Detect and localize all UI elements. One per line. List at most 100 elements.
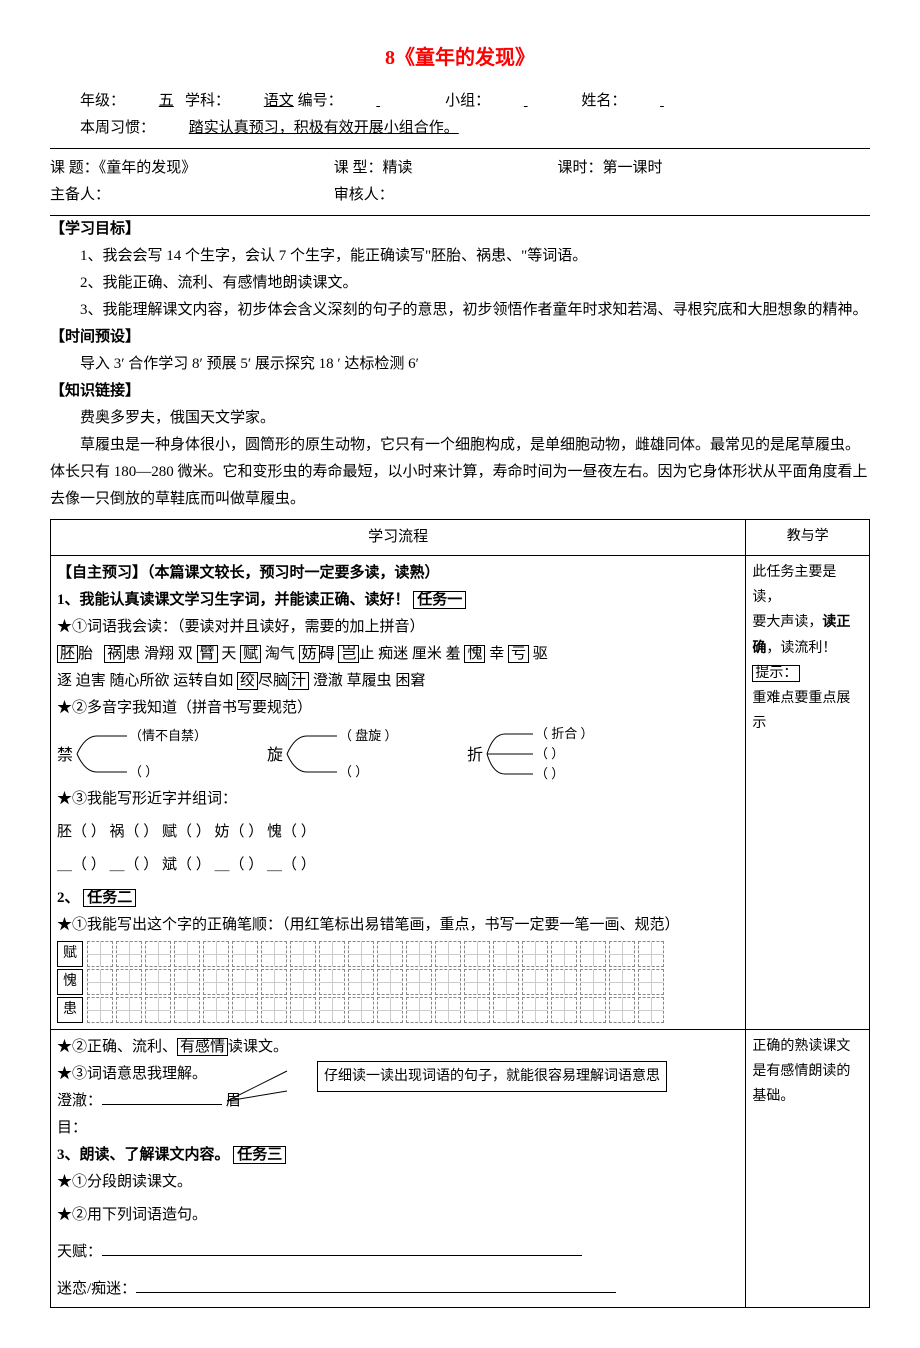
s2-3-a-label: 澄澈： <box>57 1093 102 1109</box>
type-label: 课 型： <box>334 160 383 176</box>
link-p1: 费奥多罗夫，俄国天文学家。 <box>50 405 870 432</box>
grid-cell <box>174 969 200 995</box>
box-fu: 赋 <box>240 645 261 663</box>
grid-cell <box>435 941 461 967</box>
w1c: 天 <box>218 646 237 662</box>
w1e: 碍 <box>320 646 339 662</box>
grid-cell <box>116 941 142 967</box>
task2-title: 2、 <box>57 890 80 906</box>
grid-cell <box>522 969 548 995</box>
s2-2-row: ★②正确、流利、有感情读课文。 <box>57 1034 739 1061</box>
svg-text:（ 折合 ）: （ 折合 ） <box>535 726 594 741</box>
writing-grid: 赋 愧 患 <box>57 941 739 1023</box>
box-qi: 岂 <box>338 645 359 663</box>
cell-note-1: 此任务主要是读， 要大声读，读正确，读流利！ 提示： 重难点要重点展示 <box>746 556 870 1030</box>
grid-cell <box>319 997 345 1023</box>
grid-cell <box>232 969 258 995</box>
period-value: 第一课时 <box>603 160 663 176</box>
xing-row-2: ＿（ ） ＿（ ） 斌（ ） ＿（ ） ＿（ ） <box>57 852 739 879</box>
task3-tag: 任务三 <box>233 1146 286 1164</box>
poly-xuan: 旋 （ 盘旋 ） （ ） <box>267 726 437 782</box>
grid-row-3: 患 <box>57 997 739 1023</box>
svg-text:（ 盘旋 ）: （ 盘旋 ） <box>339 728 398 743</box>
period-label: 课时： <box>558 160 603 176</box>
grid-cell <box>464 941 490 967</box>
grid-cell <box>493 969 519 995</box>
cell-preview-1: 【自主预习】（本篇课文较长，预习时一定要多读，读熟） 1、我能认真读课文学习生字… <box>51 556 746 1030</box>
link-heading: 【知识链接】 <box>50 378 870 405</box>
grid-cell <box>406 997 432 1023</box>
grid-cell <box>609 969 635 995</box>
box-kuib: 亏 <box>508 645 529 663</box>
grid-cell <box>580 941 606 967</box>
grid-cell <box>435 969 461 995</box>
doc-title: 8《童年的发现》 <box>50 40 870 76</box>
grid-cell <box>377 997 403 1023</box>
polyphone-row: 禁 （情不自禁） （ ） 旋 （ 盘旋 ） <box>57 726 739 782</box>
grid-cell <box>261 997 287 1023</box>
s3-1: ★①分段朗读课文。 <box>57 1169 739 1196</box>
grid-cell <box>609 941 635 967</box>
grid-cell <box>203 997 229 1023</box>
xing-row-1: 胚（ ） 祸（ ） 赋（ ） 妨（ ） 愧（ ） <box>57 819 739 846</box>
grid-cell <box>464 969 490 995</box>
fill-tianfu-row: 天赋： <box>57 1239 739 1266</box>
goal-3: 3、我能理解课文内容，初步体会含义深刻的句子的意思，初步领悟作者童年时求知若渴、… <box>50 297 870 324</box>
grid-cell <box>348 969 374 995</box>
grid-cell <box>522 941 548 967</box>
grid-cells-1 <box>87 941 667 967</box>
grid-cell <box>290 941 316 967</box>
w1b: 患 滑翔 双 <box>125 646 193 662</box>
grid-cell <box>377 969 403 995</box>
s3-2: ★②用下列词语造句。 <box>57 1202 739 1229</box>
grade-label: 年级： <box>80 93 125 109</box>
subject-label: 学科： <box>185 93 230 109</box>
task3-row: 3、朗读、了解课文内容。 任务三 <box>57 1142 739 1169</box>
poly-jin-char: 禁 <box>57 746 73 764</box>
grid-cell <box>145 941 171 967</box>
preview-heading: 【自主预习】（本篇课文较长，预习时一定要多读，读熟） <box>57 560 739 587</box>
cell-preview-2: ★②正确、流利、有感情读课文。 ★③词语意思我理解。 澄澈： 眉目： 仔细读一读… <box>51 1030 746 1308</box>
task2-tag: 任务二 <box>83 889 136 907</box>
grid-cell <box>406 941 432 967</box>
s1-3: ★③我能写形近字并组词： <box>57 786 739 813</box>
grid-cells-3 <box>87 997 667 1023</box>
grid-cell <box>261 941 287 967</box>
grid-cell <box>116 997 142 1023</box>
fill-milian <box>136 1277 616 1293</box>
grid-cell <box>290 997 316 1023</box>
box-pei: 胚 <box>57 645 78 663</box>
svg-text:旋: 旋 <box>267 746 283 764</box>
goal-1: 1、我会会写 14 个生字，会认 7 个生字，能正确读写"胚胎、祸患、"等词语。 <box>50 243 870 270</box>
topic-label: 课 题： <box>50 160 99 176</box>
group-blank <box>494 88 574 115</box>
grid-cell <box>406 969 432 995</box>
box-bi: 臂 <box>197 645 218 663</box>
grid-cell <box>174 997 200 1023</box>
s2-2-box: 有感情 <box>177 1038 228 1056</box>
grid-cell <box>522 997 548 1023</box>
group-label: 小组： <box>445 93 490 109</box>
fill-tianfu-label: 天赋： <box>57 1244 102 1260</box>
s1-2: ★②多音字我知道（拼音书写要规范） <box>57 695 739 722</box>
grid-row-2: 愧 <box>57 969 739 995</box>
fill-milian-row: 迷恋/痴迷： <box>57 1276 739 1303</box>
task3-title: 3、朗读、了解课文内容。 <box>57 1147 230 1163</box>
habit-value: 踏实认真预习，积极有效开展小组合作。 <box>159 115 679 142</box>
task2-row: 2、 任务二 <box>57 885 739 912</box>
grid-cell <box>174 941 200 967</box>
grid-cell <box>464 997 490 1023</box>
s1-1: ★①词语我会读：（要读对并且读好，需要的加上拼音） <box>57 614 739 641</box>
box-zhi: 汁 <box>288 672 309 690</box>
grid-cell <box>638 997 664 1023</box>
goal-2: 2、我能正确、流利、有感情地朗读课文。 <box>50 270 870 297</box>
grid-char-1: 赋 <box>57 941 83 967</box>
svg-text:（情不自禁）: （情不自禁） <box>129 728 207 743</box>
grade-value: 五 <box>129 88 174 115</box>
grid-cell <box>203 941 229 967</box>
grid-cell <box>609 997 635 1023</box>
grid-cell <box>87 969 113 995</box>
grid-cell <box>290 969 316 995</box>
words-line-1: 胚胎 祸患 滑翔 双 臂 天 赋 淘气 妨碍 岂止 痴迷 厘米 羞 愧 幸 亏 … <box>57 641 739 668</box>
type-value: 精读 <box>383 160 413 176</box>
